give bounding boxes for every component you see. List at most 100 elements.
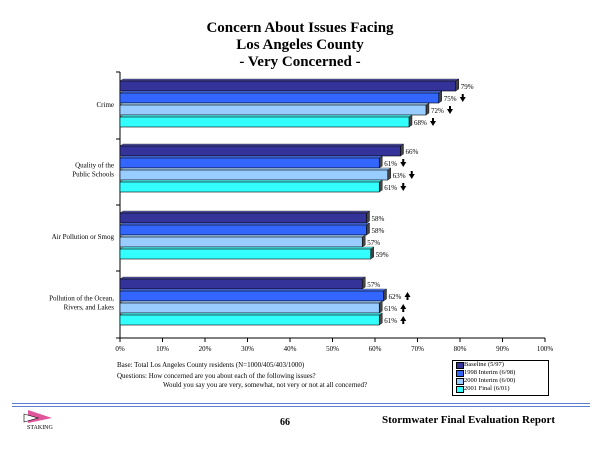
questions-note: Questions: How concerned are you about e…: [117, 372, 316, 380]
x-tick-label: 100%: [537, 345, 554, 353]
data-label: 61%: [384, 305, 397, 313]
x-tick-label: 70%: [411, 345, 424, 353]
footer-rule-top: [12, 403, 590, 404]
x-tick-label: 0%: [115, 345, 125, 353]
legend-item: 2000 Interim (6/00): [453, 377, 548, 385]
legend-item: 1998 Interim (6/98): [453, 369, 548, 377]
bar: [119, 224, 367, 236]
bar: [119, 278, 363, 290]
bar-top: [119, 234, 366, 238]
chart-title-line-3: - Very Concerned -: [239, 54, 361, 70]
arrow-stem: [402, 159, 405, 162]
bar-top: [119, 143, 405, 147]
bar-top: [119, 246, 375, 250]
data-label: 57%: [367, 281, 380, 289]
bar-top: [119, 102, 430, 106]
bar-top: [119, 90, 443, 94]
legend-label: Baseline (5/97): [464, 361, 504, 368]
bar: [119, 92, 440, 104]
arrow-up-icon: [400, 316, 407, 321]
bar: [119, 116, 410, 128]
arrow-stem: [402, 183, 405, 186]
arrow-stem: [449, 106, 451, 109]
data-label: 72%: [431, 107, 444, 115]
category-label: Crime: [97, 101, 115, 109]
legend-swatch: [456, 370, 464, 377]
data-label: 62%: [389, 293, 402, 301]
data-label: 63%: [393, 172, 406, 180]
legend-item: Baseline (5/97): [453, 361, 548, 369]
report-title: Stormwater Final Evaluation Report: [382, 414, 556, 426]
legend-item: 2001 Final (6/01): [453, 385, 548, 393]
bar: [119, 181, 380, 193]
arrow-down-icon: [408, 174, 415, 179]
logo-text: STAKING: [27, 425, 54, 431]
arrow-stem: [402, 309, 405, 312]
bar-top: [119, 222, 371, 226]
arrow-stem: [406, 297, 409, 300]
data-label: 58%: [372, 215, 385, 223]
arrow-down-icon: [459, 97, 466, 102]
bar: [119, 248, 372, 260]
category-label: Pollution of the Ocean,: [49, 295, 114, 303]
data-label: 61%: [384, 160, 397, 168]
data-label: 58%: [372, 227, 385, 235]
bar: [119, 157, 380, 169]
x-tick-label: 40%: [284, 345, 297, 353]
base-note: Base: Total Los Angeles County residents…: [117, 361, 305, 369]
x-tick-label: 50%: [326, 345, 339, 353]
x-tick-label: 20%: [199, 345, 212, 353]
company-logo: STAKING: [23, 410, 54, 431]
arrow-down-icon: [447, 109, 453, 114]
bar-top: [119, 210, 371, 214]
arrow-up-icon: [404, 292, 411, 297]
x-tick-label: 80%: [454, 345, 467, 353]
category-label: Rivers, and Lakes: [64, 304, 115, 312]
legend-label: 2001 Final (6/01): [464, 385, 510, 392]
bar: [119, 302, 380, 314]
arrow-stem: [402, 321, 405, 324]
bar-top: [119, 179, 383, 183]
data-label: 59%: [376, 251, 389, 259]
arrow-up-icon: [400, 304, 407, 309]
questions-note-2: Would you say you are very, somewhat, no…: [163, 381, 368, 389]
legend-swatch: [456, 362, 464, 369]
data-label: 66%: [406, 148, 419, 156]
category-label: Quality of the: [75, 162, 114, 170]
legend-label: 2000 Interim (6/00): [464, 377, 516, 384]
arrow-down-icon: [400, 186, 407, 191]
footer-rule-bottom: [12, 406, 590, 407]
x-tick-label: 90%: [496, 345, 509, 353]
bar-top: [119, 155, 383, 159]
bar-top: [119, 78, 460, 82]
bar: [119, 145, 401, 157]
page-number: 66: [280, 417, 290, 428]
data-label: 61%: [384, 184, 397, 192]
bar: [119, 212, 367, 224]
arrow-stem: [461, 94, 464, 97]
bar: [119, 169, 389, 181]
data-label: 79%: [461, 83, 474, 91]
bar: [119, 104, 427, 116]
chart-legend: Baseline (5/97) 1998 Interim (6/98) 2000…: [452, 360, 549, 396]
x-tick-label: 10%: [156, 345, 169, 353]
bar: [119, 290, 384, 302]
category-label: Public Schools: [72, 171, 114, 179]
legend-label: 1998 Interim (6/98): [464, 369, 516, 376]
bar: [119, 314, 380, 326]
arrow-down-icon: [430, 121, 436, 126]
data-label: 68%: [414, 119, 427, 127]
arrow-down-icon: [400, 162, 407, 167]
chart-title-line-1: Concern About Issues Facing: [206, 20, 394, 36]
data-label: 57%: [367, 239, 380, 247]
x-tick-label: 30%: [241, 345, 254, 353]
bar-chart: 0% 10% 20% 30% 40% 50% 60% 70% 80% 90% 100% Crime Qu…: [49, 71, 554, 353]
bar-top: [119, 114, 413, 118]
bar: [119, 236, 363, 248]
bar-top: [119, 167, 392, 171]
data-label: 75%: [444, 95, 457, 103]
legend-swatch: [456, 378, 464, 385]
legend-swatch: [456, 386, 464, 393]
arrow-stem: [432, 118, 434, 121]
chart-title-line-2: Los Angeles County: [236, 37, 364, 53]
